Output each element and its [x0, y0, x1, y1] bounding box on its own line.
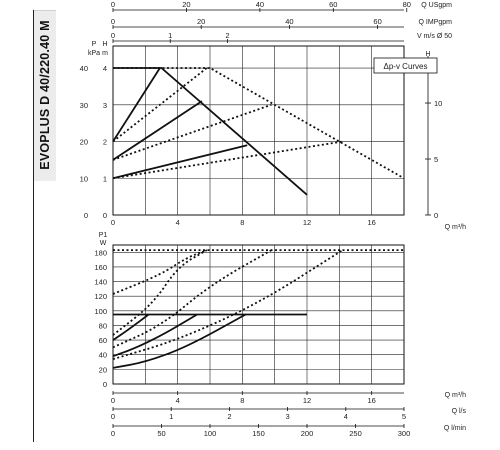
- y-tick-w: 140: [94, 278, 107, 287]
- y-tick-ft: 10: [434, 99, 442, 108]
- bottom-axis-label: Q l/min: [444, 425, 466, 432]
- bottom-axis-tick-label: 4: [176, 396, 180, 405]
- x-tick-top: 8: [240, 218, 244, 227]
- bottom-axis-tick-label: 0: [111, 412, 115, 421]
- legend-box-label: Δp-v Curves: [383, 62, 427, 71]
- top-axis-tick-label: 0: [111, 17, 115, 26]
- head-curve-dotted: [113, 67, 405, 180]
- ylabel-m: m: [102, 50, 108, 57]
- top-axis-tick-label: 60: [329, 0, 337, 9]
- bottom-axis-tick-label: 0: [111, 429, 115, 438]
- top-axis-tick-label: 20: [197, 17, 205, 26]
- y-tick-w: 60: [99, 336, 107, 345]
- power-curve-solid: [112, 313, 198, 358]
- top-axis-tick-label: 0: [111, 0, 115, 9]
- top-axis-tick-label: 80: [403, 0, 411, 9]
- y-tick-w: 0: [103, 380, 107, 389]
- head-curve-dotted: [112, 140, 343, 180]
- head-curve-solid: [113, 67, 308, 196]
- bottom-axis-tick-label: 3: [286, 412, 290, 421]
- y-tick-m: 1: [103, 174, 107, 183]
- plot-frame-top: [112, 45, 405, 216]
- bottom-axis-tick-label: 100: [204, 429, 217, 438]
- ylabel-kpa: kPa: [88, 50, 100, 57]
- bottom-axis-label: Q l/s: [452, 408, 467, 415]
- x-tick-top: 0: [111, 218, 115, 227]
- x-tick-top: 4: [176, 218, 180, 227]
- y-tick-ft: 5: [434, 155, 438, 164]
- bottom-axis-tick-label: 50: [157, 429, 165, 438]
- y-tick-w: 120: [94, 292, 107, 301]
- xlabel-top: Q m³/h: [445, 224, 466, 231]
- bottom-axis-tick-label: 2: [227, 412, 231, 421]
- top-axis-label: Q IMPgpm: [419, 19, 453, 26]
- top-axis-tick-label: 40: [256, 0, 264, 9]
- y-tick-w: 80: [99, 321, 107, 330]
- head-curve-solid: [112, 100, 203, 161]
- head-curve-dotted: [112, 103, 272, 161]
- y-tick-w: 20: [99, 365, 107, 374]
- y-tick-kpa: 30: [80, 101, 88, 110]
- top-axis-tick-label: 1: [168, 31, 172, 40]
- bottom-axis-tick-label: 150: [252, 429, 265, 438]
- model-tab: [34, 10, 56, 181]
- y-tick-m: 4: [103, 64, 107, 73]
- legend-box: [373, 57, 438, 74]
- bottom-axis-tick-label: 300: [398, 429, 411, 438]
- top-axis-label: Q USgpm: [421, 2, 452, 9]
- bottom-axis-tick-label: 4: [344, 412, 348, 421]
- ylabel-w: W: [100, 240, 107, 247]
- top-axis-tick-label: 60: [373, 17, 381, 26]
- ylabel-p1: P1: [99, 232, 108, 239]
- power-curve-solid: [112, 313, 150, 341]
- y-tick-w: 100: [94, 307, 107, 316]
- bottom-axis-tick-label: 16: [367, 396, 375, 405]
- bottom-axis-tick-label: 250: [349, 429, 362, 438]
- head-chart: 01234010203040PkPaHmHft05100481216Q m³/h…: [80, 0, 466, 231]
- y-tick-ft: 0: [434, 211, 438, 220]
- head-curve-solid: [112, 144, 248, 180]
- ylabel-right-h: H: [425, 51, 430, 58]
- bottom-axis-tick-label: 200: [301, 429, 314, 438]
- y-tick-w: 40: [99, 351, 107, 360]
- ylabel-h: H: [102, 41, 107, 48]
- y-tick-kpa: 40: [80, 64, 88, 73]
- y-tick-w: 180: [94, 248, 107, 257]
- top-axis-tick-label: 2: [225, 31, 229, 40]
- y-tick-m: 0: [103, 211, 107, 220]
- bottom-axis-tick-label: 5: [402, 412, 406, 421]
- y-tick-w: 160: [94, 263, 107, 272]
- bottom-axis-tick-label: 0: [111, 396, 115, 405]
- ylabel-p: P: [92, 41, 97, 48]
- power-curve-solid: [112, 313, 247, 369]
- bottom-axis-tick-label: 8: [240, 396, 244, 405]
- bottom-axis-tick-label: 1: [169, 412, 173, 421]
- head-curve-solid: [112, 67, 161, 142]
- top-axis-tick-label: 20: [182, 0, 190, 9]
- side-rule: [33, 10, 34, 442]
- y-tick-kpa: 0: [84, 211, 88, 220]
- head-curve-dotted: [112, 67, 208, 143]
- x-tick-top: 12: [303, 218, 311, 227]
- y-tick-kpa: 10: [80, 174, 88, 183]
- y-tick-kpa: 20: [80, 138, 88, 147]
- top-axis-label: V m/s Ø 50: [417, 33, 452, 40]
- bottom-axis-tick-label: 12: [303, 396, 311, 405]
- top-axis-tick-label: 0: [111, 31, 115, 40]
- x-tick-top: 16: [367, 218, 375, 227]
- top-axis-tick-label: 40: [285, 17, 293, 26]
- y-tick-m: 3: [103, 101, 107, 110]
- y-tick-m: 2: [103, 138, 107, 147]
- power-curve-dotted: [112, 249, 208, 295]
- bottom-axis-label: Q m³/h: [445, 392, 466, 399]
